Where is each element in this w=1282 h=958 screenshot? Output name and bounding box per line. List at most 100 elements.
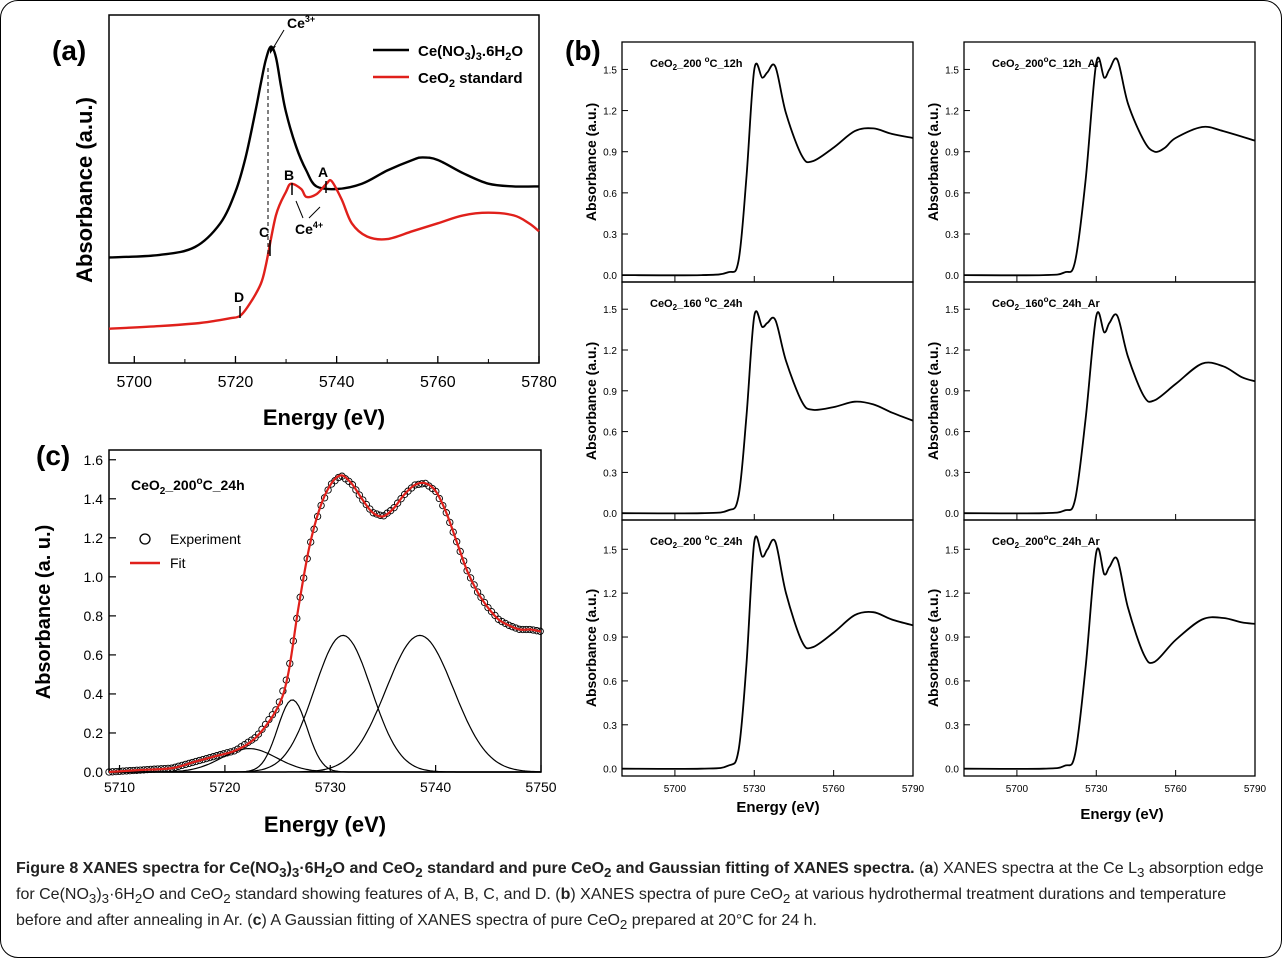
panel-b-y-tick-label: 1.5 (603, 305, 617, 316)
panel-c-ticks: 5710 5720 5730 5740 5750 0.0 0.2 0.4 0.6 0.8 1.0 1.… (84, 452, 557, 795)
panel-b-y-tick-label: 1.5 (945, 305, 959, 316)
panel-b-y-tick-label: 1.2 (945, 346, 959, 357)
panel-b-subplot-frame (963, 519, 1256, 777)
panel-c-experiment-point (390, 504, 398, 512)
panel-c-y-tick-label: 1.0 (84, 569, 104, 585)
panel-b-subplot-title: CeO2_200 oC_12h (650, 55, 743, 72)
panel-b-y-tick-label: 0.6 (945, 428, 959, 439)
panel-c-legend-fit: Fit (170, 555, 186, 571)
panel-b-y-tick-label: 1.2 (603, 107, 617, 118)
panel-b-label: (b) (565, 35, 601, 66)
panel-a-ce4-pointer-a (308, 206, 321, 219)
panel-b-subplot-1: 0.0 0.3 0.6 0.9 1.2 1.5 Absorbance (a.u.) CeO2_… (583, 41, 914, 283)
panel-b-y-tick-label: 0.3 (945, 721, 959, 732)
panel-a-ce4-pointer-b (295, 200, 304, 219)
panel-a-feature-c: C (259, 224, 269, 240)
panel-a-ce3-arrowhead (270, 46, 276, 54)
panel-a-ce3-label: Ce3+ (287, 14, 315, 31)
panel-c-experiment-point (393, 499, 402, 507)
panel-b-y-tick-label: 0.6 (945, 677, 959, 688)
panel-c-gaussian-2 (109, 699, 541, 773)
panel-c-y-tick-label: 0.6 (84, 647, 104, 663)
panel-c-experiment-point (463, 567, 471, 575)
panel-b-x-label-left: Energy (eV) (736, 799, 819, 816)
panel-b-y-label: Absorbance (a.u.) (583, 342, 599, 460)
panel-b-y-tick-label: 1.5 (603, 545, 617, 556)
panel-b-subplot-title: CeO2_200 oC_24h (650, 533, 743, 550)
panel-a-feature-d: D (234, 289, 244, 305)
panel-a-feature-a: A (318, 164, 328, 180)
panel-b-x-tick-label: 5730 (743, 784, 766, 795)
panel-b-y-tick-label: 0.0 (603, 509, 617, 520)
panel-a: (a) 5700 5720 5740 5760 5780 Energy (eV) Abs… (52, 14, 557, 430)
panel-b-subplot-title: CeO2_160oC_24h_Ar (992, 295, 1101, 312)
panel-b-y-tick-label: 0.9 (945, 148, 959, 159)
panel-b-y-label: Absorbance (a.u.) (925, 103, 941, 221)
panel-b-series-line (963, 311, 1256, 515)
panel-c-experiment-point (230, 747, 238, 755)
panel-b-series-line (621, 62, 914, 277)
panel-b-series-line (621, 310, 914, 515)
panel-b-subplot-6: 0.0 0.3 0.6 0.9 1.2 1.5 5700 5730 5760 5790 Absorb… (925, 519, 1267, 795)
panel-c-experiment-point (477, 593, 485, 601)
panel-b-subplot-frame (963, 41, 1256, 283)
figure-8: (a) 5700 5720 5740 5760 5780 Energy (eV) Abs… (33, 14, 1267, 837)
caption-title: Figure 8 XANES spectra for Ce(NO3)3·6H2O… (16, 860, 915, 881)
panel-b-y-tick-label: 1.5 (945, 545, 959, 556)
panel-b-subplot-frame (963, 281, 1256, 521)
panel-b-y-tick-label: 1.5 (603, 65, 617, 76)
panel-a-legend-ceo2: CeO2 standard (418, 70, 522, 90)
panel-b-y-tick-label: 0.0 (945, 509, 959, 520)
panel-b-y-tick-label: 1.2 (945, 107, 959, 118)
panel-c-experiment-point (369, 509, 377, 517)
panel-a-feature-b: B (284, 167, 294, 183)
panel-c-fit-line (108, 474, 542, 774)
panel-b-x-tick-label: 5730 (1085, 784, 1108, 795)
panel-b-y-tick-label: 0.9 (945, 387, 959, 398)
panel-b-series-line (963, 547, 1256, 770)
panel-a-legend-nitrate: Ce(NO3)3.6H2O (418, 43, 523, 63)
panel-c-legend-experiment: Experiment (170, 531, 241, 547)
panel-c-x-tick-label: 5720 (209, 779, 240, 795)
panel-b-y-tick-label: 0.3 (603, 721, 617, 732)
panel-b-x-tick-label: 5790 (902, 784, 925, 795)
panel-c-experiment-point (359, 496, 367, 504)
panel-c-legend-circle (139, 533, 151, 545)
panel-c-y-tick-label: 0.0 (84, 764, 104, 780)
panel-b-x-tick-label: 5700 (664, 784, 687, 795)
panel-b-y-tick-label: 0.6 (945, 189, 959, 200)
panel-b-x-label-right: Energy (eV) (1080, 806, 1163, 823)
panel-b-y-tick-label: 0.9 (945, 633, 959, 644)
panel-b-subplots: 0.0 0.3 0.6 0.9 1.2 1.5 Absorbance (a.u.) CeO2_… (583, 41, 1267, 795)
panel-a-x-tick-label: 5720 (218, 374, 254, 391)
panel-c-y-label: Absorbance (a. u.) (33, 525, 55, 699)
panel-c-experiment-point (352, 486, 360, 494)
panel-c-experiment-point (348, 481, 357, 489)
panel-b-y-label: Absorbance (a.u.) (925, 589, 941, 707)
panel-b-y-tick-label: 1.2 (603, 589, 617, 600)
panel-c-x-label: Energy (eV) (264, 812, 386, 837)
panel-b-x-tick-label: 5760 (1165, 784, 1188, 795)
panel-c: (c) 5710 5720 5730 5740 5750 0.0 0.2 0.4 0.6 0.8 1… (33, 440, 557, 837)
panel-b-y-label: Absorbance (a.u.) (583, 589, 599, 707)
panel-b-y-tick-label: 0.9 (603, 148, 617, 159)
panel-a-x-label: Energy (eV) (263, 405, 385, 430)
panel-c-experiment-point (442, 509, 450, 517)
panel-a-y-label: Absorbance (a.u.) (72, 97, 97, 283)
panel-b-y-tick-label: 0.3 (603, 468, 617, 479)
panel-c-title: CeO2_200oC_24h (131, 476, 245, 497)
panel-b-subplot-frame (621, 281, 914, 521)
panel-b-y-tick-label: 1.5 (945, 65, 959, 76)
panel-c-gaussian-4 (109, 634, 542, 773)
panel-a-series-nitrate (108, 45, 540, 259)
panel-b-series-line (621, 535, 914, 770)
panel-b-x-tick-label: 5760 (823, 784, 846, 795)
panel-c-x-tick-label: 5730 (315, 779, 346, 795)
panel-c-experiment-point (508, 623, 516, 631)
panel-c-experiment-point (470, 581, 478, 589)
panel-c-y-tick-label: 0.8 (84, 608, 104, 624)
panel-a-x-tick-label: 5760 (420, 374, 456, 391)
panel-b-y-label: Absorbance (a.u.) (583, 103, 599, 221)
panel-c-experiment-point (355, 491, 363, 499)
panel-a-x-ticks: 5700 5720 5740 5760 5780 (116, 356, 557, 391)
